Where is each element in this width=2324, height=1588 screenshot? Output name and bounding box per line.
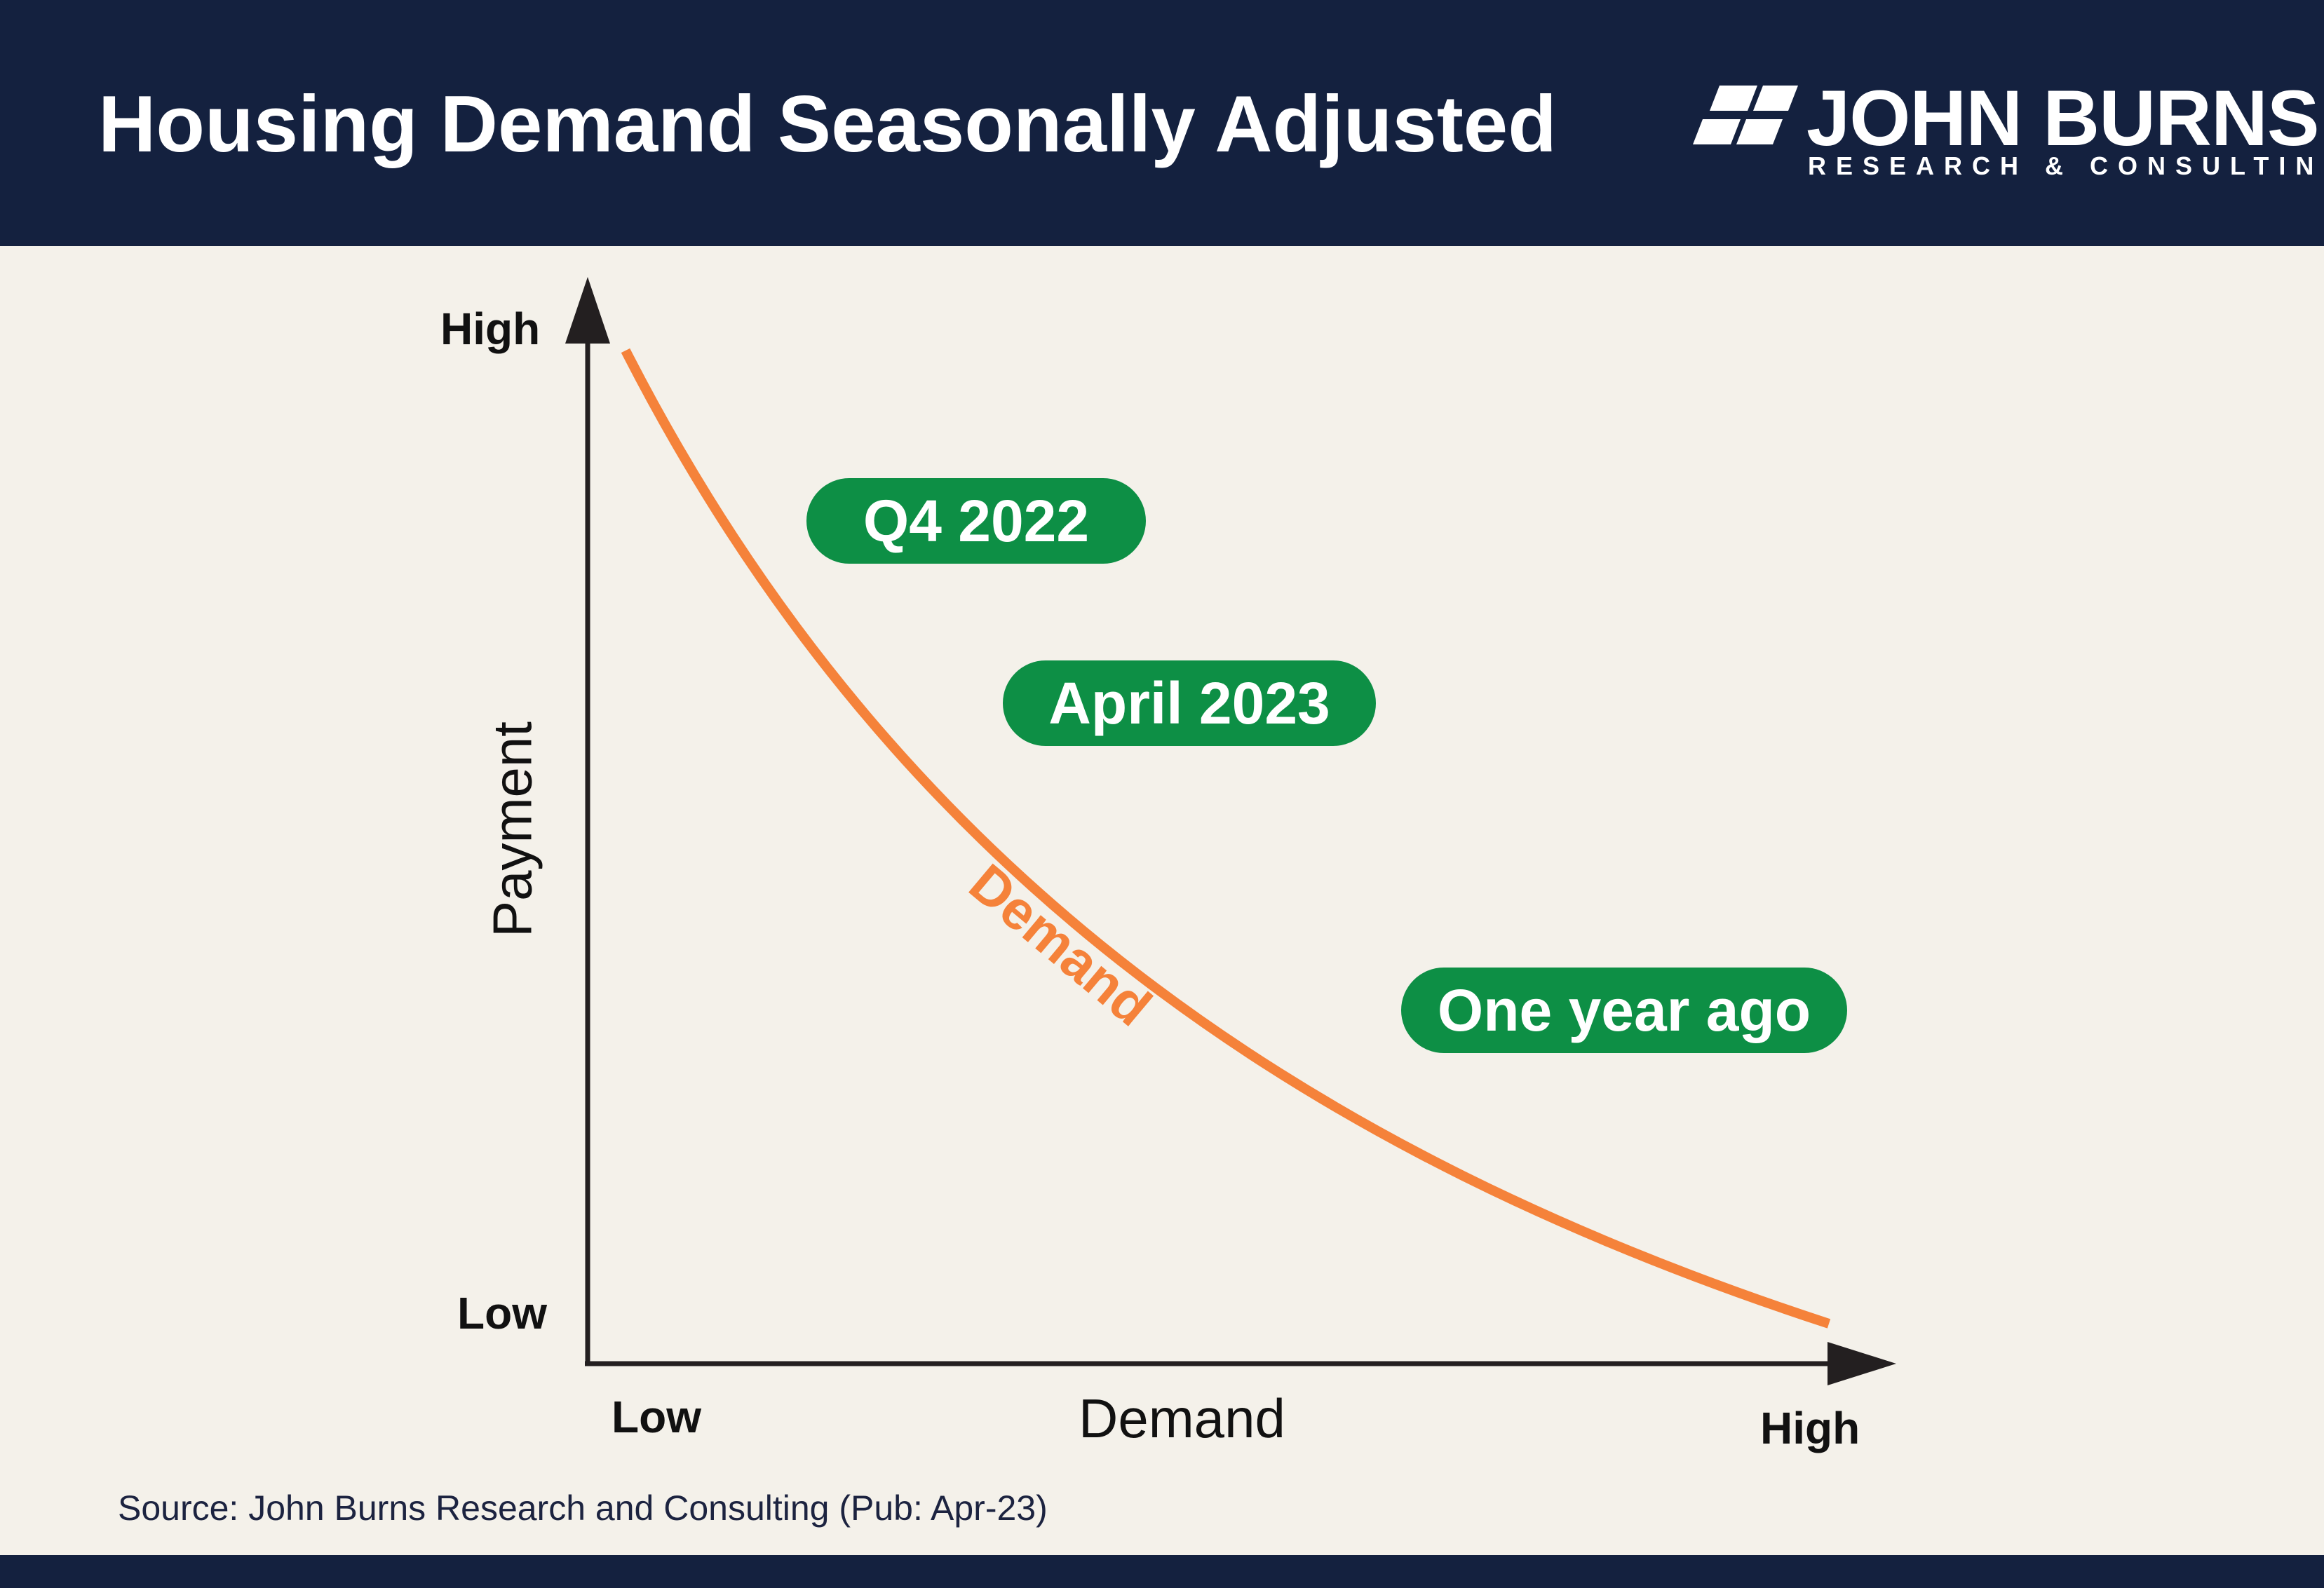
label-april-2023: April 2023 xyxy=(1003,660,1376,746)
x-axis-low-label: Low xyxy=(612,1392,701,1442)
source-note: Source: John Burns Research and Consulti… xyxy=(118,1488,1048,1528)
x-axis-title: Demand xyxy=(1079,1387,1285,1449)
y-axis-title: Payment xyxy=(481,721,543,937)
y-axis-high-label: High xyxy=(440,304,541,354)
label-q4-2022: Q4 2022 xyxy=(806,478,1146,564)
page-title: Housing Demand Seasonally Adjusted xyxy=(98,80,1557,169)
y-axis-low-label: Low xyxy=(457,1288,547,1338)
john-burns-logo-mark-icon xyxy=(1693,86,1798,144)
header-bar: Housing Demand Seasonally Adjusted JOHN … xyxy=(0,0,2324,246)
demand-curve xyxy=(621,348,1831,1329)
y-axis-arrow-icon xyxy=(565,277,610,344)
label-one-year-ago: One year ago xyxy=(1401,968,1847,1053)
x-axis-high-label: High xyxy=(1760,1403,1860,1453)
logo-subtitle: RESEARCH & CONSULTING xyxy=(1808,151,2324,180)
company-logo: JOHN BURNS RESEARCH & CONSULTING xyxy=(1693,74,2324,181)
footer-bar xyxy=(0,1555,2324,1588)
x-axis-arrow-icon xyxy=(1828,1342,1896,1385)
logo-name: JOHN BURNS xyxy=(1806,74,2320,162)
